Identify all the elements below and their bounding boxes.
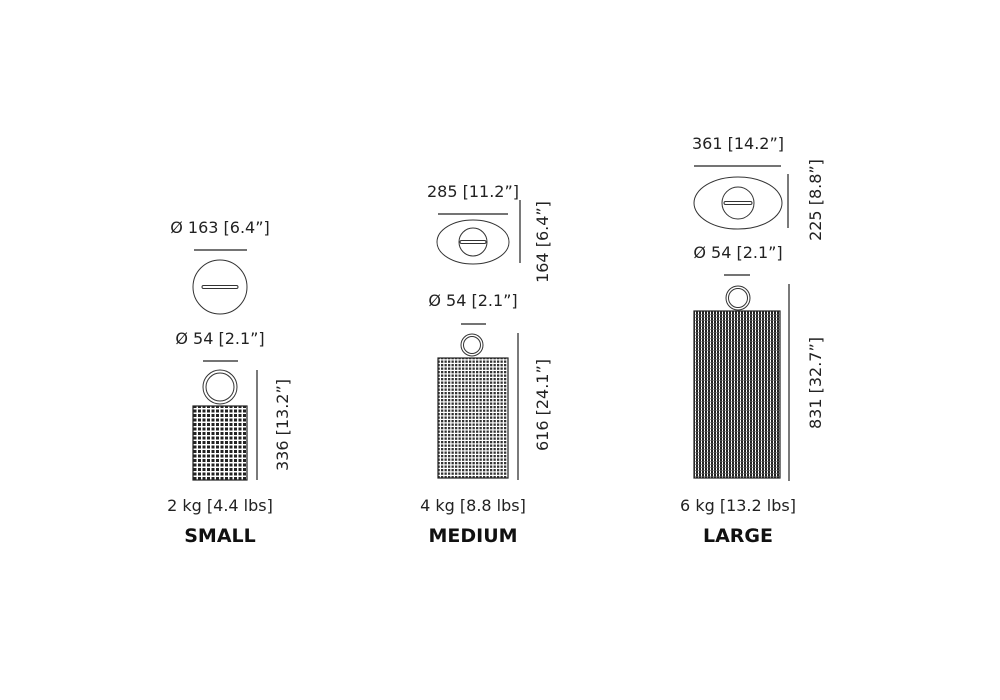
large-weight: 6 kg [13.2 lbs] [680, 496, 796, 515]
large-top-depth: 225 [8.8”] [806, 159, 825, 241]
small-lantern-group: Ø 163 [6.4”] Ø 54 [2.1”] 336 [13.2”] 2 k… [167, 218, 292, 547]
small-weight: 2 kg [4.4 lbs] [167, 496, 273, 515]
medium-top-depth: 164 [6.4”] [533, 201, 552, 283]
small-handle-diameter: Ø 54 [2.1”] [175, 329, 264, 348]
medium-top-view [436, 219, 510, 265]
large-handle-diameter: Ø 54 [2.1”] [693, 243, 782, 262]
medium-label: MEDIUM [428, 525, 517, 547]
medium-top-dimension: 285 [11.2”] [427, 182, 519, 201]
large-label: LARGE [703, 525, 773, 547]
large-height: 831 [32.7”] [806, 337, 825, 429]
medium-weight: 4 kg [8.8 lbs] [420, 496, 526, 515]
large-top-view [693, 176, 783, 230]
medium-side-view [437, 333, 509, 479]
small-label: SMALL [184, 525, 256, 547]
small-height: 336 [13.2”] [273, 379, 292, 471]
small-top-dimension: Ø 163 [6.4”] [170, 218, 270, 237]
medium-height: 616 [24.1”] [533, 359, 552, 451]
medium-handle-diameter: Ø 54 [2.1”] [428, 291, 517, 310]
large-side-view [693, 285, 781, 479]
small-side-view [192, 369, 248, 481]
large-top-dimension: 361 [14.2”] [692, 134, 784, 153]
small-top-view [192, 259, 248, 315]
large-lantern-group: 361 [14.2”] 225 [8.8”] Ø 54 [2.1”] 831 [… [680, 134, 825, 547]
medium-lantern-group: 285 [11.2”] 164 [6.4”] Ø 54 [2.1”] 616 [… [420, 182, 552, 547]
